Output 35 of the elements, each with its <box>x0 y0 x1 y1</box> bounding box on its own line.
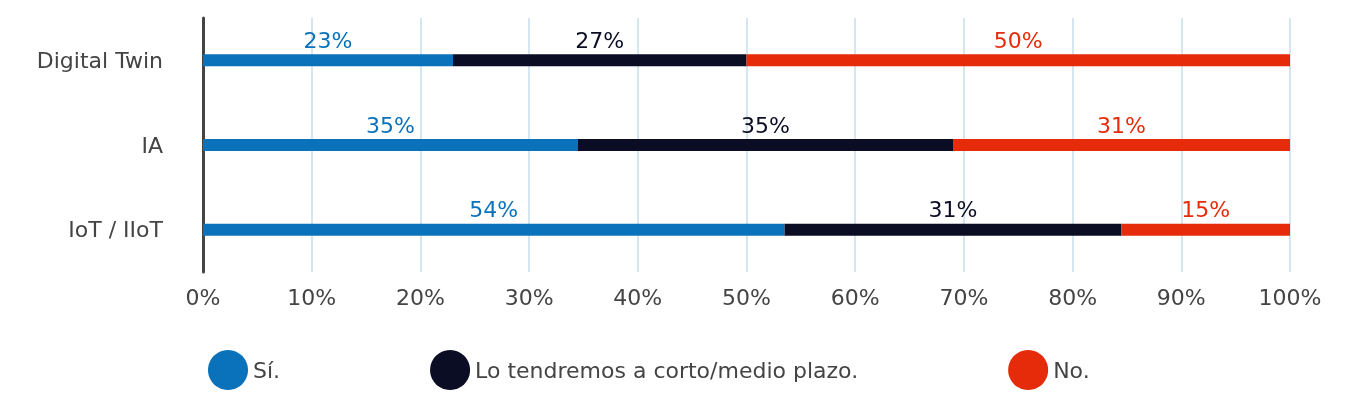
x-tick-label: 30% <box>504 284 554 310</box>
data-label: 31% <box>1097 112 1146 138</box>
x-tick-label: 100% <box>1258 284 1322 310</box>
data-label: 50% <box>993 27 1043 53</box>
x-tick-label: 90% <box>1156 284 1206 310</box>
y-tick-label: Digital Twin <box>36 47 163 73</box>
data-label: 35% <box>741 112 790 138</box>
bar <box>1121 223 1290 236</box>
x-tick-label: 70% <box>939 284 989 310</box>
x-tick-label: 80% <box>1048 284 1098 310</box>
legend-label: No. <box>1053 357 1090 383</box>
bar <box>203 54 454 67</box>
bar <box>203 223 785 236</box>
data-label: 23% <box>303 27 353 53</box>
x-tick-label: 10% <box>287 284 337 310</box>
y-tick-label: IoT / IIoT <box>68 217 164 243</box>
bar <box>746 54 1290 67</box>
legend-label: Sí. <box>253 357 281 383</box>
data-label: 54% <box>469 197 519 223</box>
y-tick-label: IA <box>141 132 163 158</box>
x-tick-label: 40% <box>613 284 663 310</box>
data-label: 31% <box>928 197 978 223</box>
x-tick-label: 0% <box>185 284 221 310</box>
bar <box>953 139 1290 151</box>
x-tick-label: 60% <box>830 284 880 310</box>
data-label: 15% <box>1181 197 1231 223</box>
data-label: 35% <box>366 112 415 138</box>
bar <box>784 223 1122 236</box>
bar <box>203 139 579 151</box>
data-label: 27% <box>575 27 625 53</box>
bar <box>453 54 747 67</box>
legend-label: Lo tendremos a corto/medio plazo. <box>475 357 859 383</box>
x-tick-label: 20% <box>395 284 445 310</box>
bar <box>578 139 954 151</box>
x-tick-label: 50% <box>722 284 771 310</box>
